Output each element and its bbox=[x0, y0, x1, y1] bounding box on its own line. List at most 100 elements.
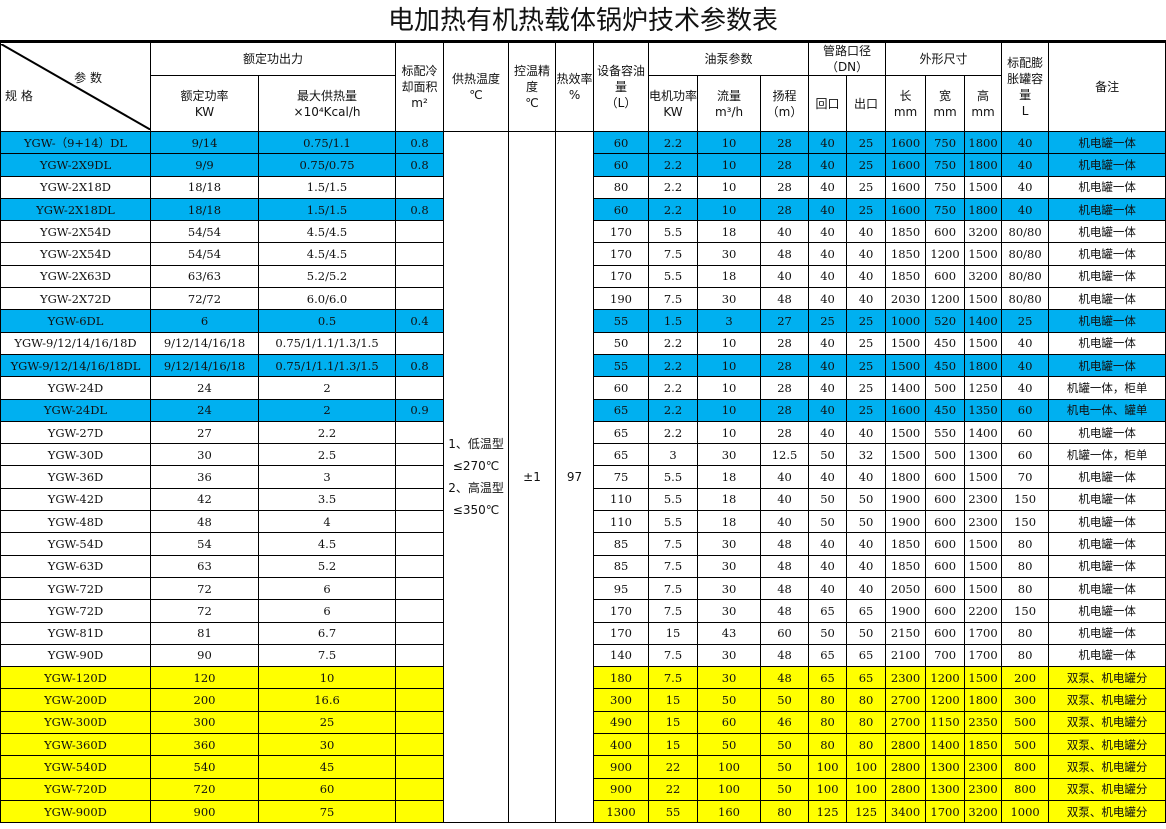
table-row: YGW-48D 48 4 110 5.5 18 40 50 50 1900 600 2300 150 机电… bbox=[0, 510, 1166, 534]
height-cell: 1800 bbox=[964, 197, 1003, 222]
oil-capacity-cell: 170 bbox=[593, 599, 650, 623]
rated-power-cell: 81 bbox=[150, 621, 259, 645]
note-cell: 机电罐一体 bbox=[1048, 175, 1166, 199]
max-heat-cell: 4 bbox=[257, 510, 397, 534]
cooling-area-cell bbox=[395, 287, 445, 311]
height-cell: 3200 bbox=[964, 264, 1003, 289]
flow-cell: 10 bbox=[697, 376, 762, 400]
width-cell: 600 bbox=[925, 510, 966, 534]
cooling-area-cell bbox=[395, 666, 445, 690]
length-cell: 2030 bbox=[885, 287, 927, 311]
return-cell: 50 bbox=[808, 443, 848, 467]
height-cell: 1850 bbox=[964, 733, 1003, 757]
head-cell: 50 bbox=[760, 733, 810, 757]
width-cell: 520 bbox=[925, 309, 966, 333]
cooling-area-cell bbox=[395, 554, 445, 578]
cooling-area-cell bbox=[395, 777, 445, 801]
length-cell: 1500 bbox=[885, 420, 927, 445]
note-cell: 机电罐一体 bbox=[1048, 242, 1166, 266]
tank-cell: 60 bbox=[1001, 420, 1050, 445]
rated-power-cell: 54 bbox=[150, 532, 259, 556]
tank-cell: 80/80 bbox=[1001, 287, 1050, 311]
return-cell: 40 bbox=[808, 465, 848, 489]
tank-cell: 150 bbox=[1001, 487, 1050, 512]
length-header: 长 mm bbox=[885, 75, 927, 132]
height-cell: 1350 bbox=[964, 398, 1003, 422]
height-cell: 1500 bbox=[964, 331, 1003, 355]
height-cell: 1500 bbox=[964, 242, 1003, 266]
flow-cell: 160 bbox=[697, 799, 762, 824]
spec-cell: YGW-9/12/14/16/18D bbox=[0, 331, 151, 355]
return-cell: 100 bbox=[808, 777, 848, 801]
return-cell: 80 bbox=[808, 733, 848, 757]
length-cell: 3400 bbox=[885, 799, 927, 824]
head-cell: 50 bbox=[760, 777, 810, 801]
diagonal-header-cell: 参 数规 格 bbox=[0, 42, 151, 132]
flow-cell: 30 bbox=[697, 554, 762, 578]
head-cell: 28 bbox=[760, 153, 810, 177]
outlet-cell: 50 bbox=[846, 487, 887, 512]
tank-cell: 800 bbox=[1001, 755, 1050, 779]
spec-cell: YGW-6DL bbox=[0, 309, 151, 333]
oil-capacity-cell: 900 bbox=[593, 777, 650, 801]
tank-cell: 40 bbox=[1001, 153, 1050, 177]
width-cell: 600 bbox=[925, 554, 966, 578]
oil-capacity-cell: 900 bbox=[593, 755, 650, 779]
supply-temp-header: 供热温度 ℃ bbox=[443, 42, 510, 132]
note-cell: 机罐一体，柜单 bbox=[1048, 376, 1166, 400]
width-cell: 1200 bbox=[925, 242, 966, 266]
max-heat-cell: 6.7 bbox=[257, 621, 397, 645]
oil-capacity-cell: 65 bbox=[593, 443, 650, 467]
max-heat-cell: 2 bbox=[257, 376, 397, 400]
height-cell: 2300 bbox=[964, 510, 1003, 534]
cooling-area-cell bbox=[395, 420, 445, 445]
param-label: 参 数 bbox=[74, 71, 102, 85]
head-cell: 48 bbox=[760, 287, 810, 311]
spec-cell: YGW-48D bbox=[0, 510, 151, 534]
width-cell: 600 bbox=[925, 599, 966, 623]
width-cell: 750 bbox=[925, 175, 966, 199]
flow-cell: 30 bbox=[697, 599, 762, 623]
height-cell: 1500 bbox=[964, 465, 1003, 489]
return-cell: 40 bbox=[808, 331, 848, 355]
width-cell: 700 bbox=[925, 643, 966, 668]
outlet-cell: 25 bbox=[846, 153, 887, 177]
rated-power-cell: 9/12/14/16/18 bbox=[150, 331, 259, 355]
motor-power-cell: 15 bbox=[648, 710, 699, 735]
head-cell: 28 bbox=[760, 420, 810, 445]
max-heat-cell: 6.0/6.0 bbox=[257, 287, 397, 311]
max-heat-cell: 2.2 bbox=[257, 420, 397, 445]
table-row: YGW-72D 72 6 170 7.5 30 48 65 65 1900 600 2200 150 机电… bbox=[0, 599, 1166, 623]
motor-power-cell: 2.2 bbox=[648, 376, 699, 400]
tank-cell: 60 bbox=[1001, 398, 1050, 422]
head-cell: 28 bbox=[760, 130, 810, 155]
head-cell: 40 bbox=[760, 510, 810, 534]
return-cell: 40 bbox=[808, 353, 848, 378]
length-cell: 2800 bbox=[885, 777, 927, 801]
width-cell: 1700 bbox=[925, 799, 966, 824]
outlet-cell: 40 bbox=[846, 242, 887, 266]
cooling-area-cell bbox=[395, 487, 445, 512]
spec-cell: YGW-120D bbox=[0, 666, 151, 690]
note-cell: 机电一体、罐单 bbox=[1048, 398, 1166, 422]
spec-cell: YGW-540D bbox=[0, 755, 151, 779]
rated-power-cell: 72 bbox=[150, 576, 259, 601]
tank-cell: 150 bbox=[1001, 599, 1050, 623]
outlet-cell: 40 bbox=[846, 264, 887, 289]
height-cell: 1800 bbox=[964, 688, 1003, 712]
spec-cell: YGW-27D bbox=[0, 420, 151, 445]
flow-cell: 3 bbox=[697, 309, 762, 333]
oil-capacity-cell: 400 bbox=[593, 733, 650, 757]
cooling-area-cell: 0.9 bbox=[395, 398, 445, 422]
rated-power-cell: 63 bbox=[150, 554, 259, 578]
return-cell: 40 bbox=[808, 376, 848, 400]
oil-capacity-cell: 490 bbox=[593, 710, 650, 735]
flow-cell: 10 bbox=[697, 153, 762, 177]
width-cell: 1300 bbox=[925, 777, 966, 801]
table-row: YGW-2X72D 72/72 6.0/6.0 190 7.5 30 48 40 40 2030 1… bbox=[0, 287, 1166, 311]
oil-capacity-cell: 110 bbox=[593, 487, 650, 512]
outlet-cell: 65 bbox=[846, 666, 887, 690]
table-row: YGW-42D 42 3.5 110 5.5 18 40 50 50 1900 600 2300 150… bbox=[0, 487, 1166, 512]
height-cell: 2200 bbox=[964, 599, 1003, 623]
flow-cell: 10 bbox=[697, 331, 762, 355]
